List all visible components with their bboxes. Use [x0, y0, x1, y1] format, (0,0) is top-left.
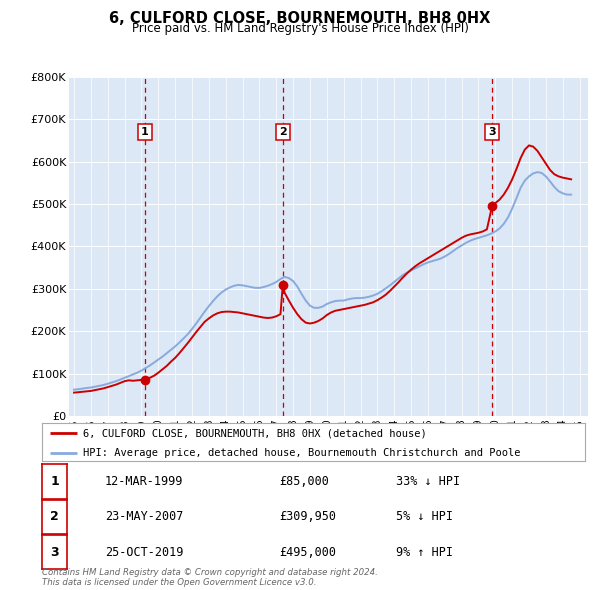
Text: 1: 1 — [141, 127, 149, 137]
Text: 5% ↓ HPI: 5% ↓ HPI — [396, 510, 453, 523]
Text: £85,000: £85,000 — [279, 475, 329, 488]
Text: 9% ↑ HPI: 9% ↑ HPI — [396, 546, 453, 559]
Text: 25-OCT-2019: 25-OCT-2019 — [105, 546, 184, 559]
Text: £495,000: £495,000 — [279, 546, 336, 559]
Text: Price paid vs. HM Land Registry's House Price Index (HPI): Price paid vs. HM Land Registry's House … — [131, 22, 469, 35]
Text: 3: 3 — [50, 546, 59, 559]
Text: 33% ↓ HPI: 33% ↓ HPI — [396, 475, 460, 488]
Text: 6, CULFORD CLOSE, BOURNEMOUTH, BH8 0HX (detached house): 6, CULFORD CLOSE, BOURNEMOUTH, BH8 0HX (… — [83, 428, 427, 438]
Text: 23-MAY-2007: 23-MAY-2007 — [105, 510, 184, 523]
Text: HPI: Average price, detached house, Bournemouth Christchurch and Poole: HPI: Average price, detached house, Bour… — [83, 448, 520, 458]
Text: 2: 2 — [50, 510, 59, 523]
Text: £309,950: £309,950 — [279, 510, 336, 523]
Text: 2: 2 — [279, 127, 287, 137]
Text: 1: 1 — [50, 475, 59, 488]
Text: Contains HM Land Registry data © Crown copyright and database right 2024.
This d: Contains HM Land Registry data © Crown c… — [42, 568, 378, 587]
Text: 3: 3 — [488, 127, 496, 137]
Text: 12-MAR-1999: 12-MAR-1999 — [105, 475, 184, 488]
Text: 6, CULFORD CLOSE, BOURNEMOUTH, BH8 0HX: 6, CULFORD CLOSE, BOURNEMOUTH, BH8 0HX — [109, 11, 491, 25]
